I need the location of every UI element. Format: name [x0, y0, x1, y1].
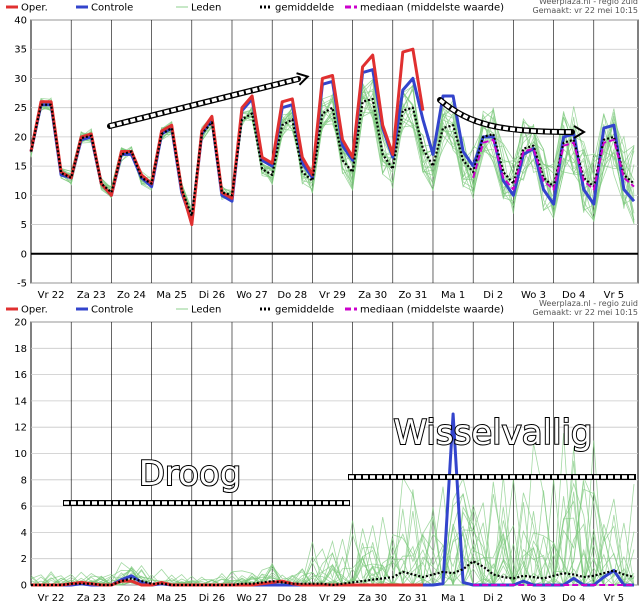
y-tick-label: 10	[14, 191, 27, 202]
temperature-panel: -5 0 5 10 15 20 25 30 35 40 Vr 22 Za 23 Zo 24 Ma 25 Di…	[6, 0, 639, 301]
legend-label-oper: Oper.	[21, 305, 48, 316]
legend-label-gemiddelde: gemiddelde	[275, 305, 334, 316]
y-tick-label: 6	[21, 502, 27, 513]
x-tick-label: Zo 24	[117, 593, 146, 604]
x-tick-label: Ma 25	[156, 290, 187, 301]
credit-source: Weerplaza.nl - regio zuid	[539, 0, 638, 6]
stable-trend-arrow-head	[573, 125, 586, 139]
x-tick-label: Do 4	[562, 290, 585, 301]
legend-label-controle: Controle	[91, 305, 133, 316]
legend-label-leden: Leden	[191, 3, 221, 14]
x-tick-label: Za 30	[358, 593, 387, 604]
legend-label-mediaan: mediaan (middelste waarde)	[360, 305, 504, 316]
x-tick-label: Vr 5	[604, 593, 625, 604]
legend-label-gemiddelde: gemiddelde	[275, 3, 334, 14]
y-tick-label: 2	[21, 554, 27, 565]
ensemble-member-line	[31, 486, 635, 587]
y-tick-label: 12	[14, 423, 27, 434]
legend-label-leden: Leden	[191, 305, 221, 316]
y-tick-label: 25	[14, 103, 27, 114]
credit-created: Gemaakt: vr 22 mei 10:15	[532, 308, 638, 317]
x-tick-label: Di 26	[199, 593, 225, 604]
stable-trend-arrow-fill	[438, 98, 573, 134]
x-tick-label: Vr 29	[319, 290, 346, 301]
y-tick-label: 0	[21, 249, 27, 260]
x-tick-label: Do 28	[277, 593, 307, 604]
x-tick-label: Do 28	[277, 290, 307, 301]
annotation-wisselvallig: Wisselvallig	[394, 413, 593, 453]
y-tick-label: 10	[14, 449, 27, 460]
x-tick-label: Za 23	[77, 290, 106, 301]
annotation-droog: Droog	[139, 454, 242, 494]
x-tick-label: Ma 1	[441, 593, 465, 604]
y-tick-label: 5	[21, 220, 27, 231]
rising-trend-arrow-head	[296, 72, 310, 86]
y-tick-label: 16	[14, 370, 27, 381]
x-tick-label: Vr 29	[319, 593, 346, 604]
y-tick-label: -5	[17, 279, 27, 290]
legend-label-mediaan: mediaan (middelste waarde)	[360, 3, 504, 14]
x-tick-label: Zo 24	[117, 290, 146, 301]
series-line-mediaan	[472, 138, 635, 191]
x-tick-label: Za 23	[77, 593, 106, 604]
x-tick-label: Zo 31	[398, 593, 427, 604]
x-tick-label: Za 30	[358, 290, 387, 301]
y-tick-label: 20	[14, 132, 27, 143]
y-tick-label: 14	[14, 396, 27, 407]
credit-created: Gemaakt: vr 22 mei 10:15	[532, 6, 638, 15]
x-tick-label: Di 2	[483, 593, 503, 604]
precipitation-panel: 0 2 4 6 8 10 12 14 16 18 20 Vr 22 Za 23 Zo 24 Ma 25 Di …	[6, 299, 639, 604]
y-tick-label: 30	[14, 74, 27, 85]
x-tick-label: Wo 27	[236, 593, 267, 604]
ensemble-member-line	[31, 443, 635, 587]
y-tick-label: 15	[14, 162, 27, 173]
x-tick-label: Vr 5	[604, 290, 625, 301]
series-line-gemiddelde	[29, 97, 635, 217]
x-tick-label: Di 2	[483, 290, 503, 301]
y-tick-label: 8	[21, 475, 27, 486]
x-tick-label: Do 4	[562, 593, 585, 604]
y-tick-label: 18	[14, 344, 27, 355]
x-tick-label: Zo 31	[398, 290, 427, 301]
y-tick-label: 35	[14, 45, 27, 56]
ensemble-member-line	[30, 88, 635, 224]
x-tick-label: Ma 1	[441, 290, 465, 301]
x-tick-label: Wo 27	[236, 290, 267, 301]
x-tick-label: Wo 3	[521, 593, 546, 604]
ensemble-member-line	[30, 84, 635, 220]
x-tick-label: Vr 22	[38, 593, 65, 604]
series-line-gemiddelde	[31, 560, 635, 587]
rising-trend-arrow-fill	[109, 77, 299, 128]
x-tick-label: Vr 22	[38, 290, 65, 301]
y-tick-label: 20	[14, 318, 27, 329]
legend-label-controle: Controle	[91, 3, 133, 14]
legend-label-oper: Oper.	[21, 3, 48, 14]
y-tick-label: 40	[14, 16, 27, 27]
y-tick-label: 0	[21, 581, 27, 592]
x-tick-label: Di 26	[199, 290, 225, 301]
x-tick-label: Ma 25	[156, 593, 187, 604]
y-tick-label: 4	[21, 528, 27, 539]
x-tick-label: Wo 3	[521, 290, 546, 301]
credit-source: Weerplaza.nl - regio zuid	[539, 299, 638, 308]
